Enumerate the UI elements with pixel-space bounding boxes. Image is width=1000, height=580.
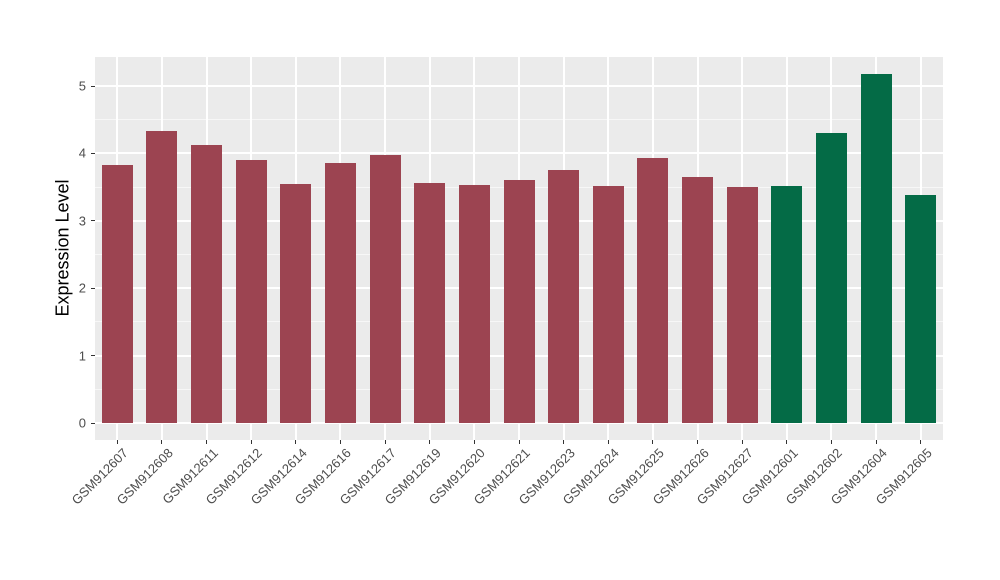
x-tick-mark — [518, 440, 520, 444]
bar — [146, 131, 178, 423]
bar — [548, 169, 580, 423]
y-axis-title: Expression Level — [52, 179, 73, 317]
x-tick-mark — [161, 440, 163, 444]
x-tick-mark — [206, 440, 208, 444]
bar — [771, 185, 803, 423]
x-tick-mark — [339, 440, 341, 444]
y-tick-mark — [91, 355, 95, 357]
bar — [592, 186, 624, 423]
bar — [280, 183, 312, 423]
x-tick-mark — [920, 440, 922, 444]
y-tick-label: 5 — [78, 78, 86, 94]
x-tick-mark — [875, 440, 877, 444]
bar — [414, 183, 446, 423]
y-tick-mark — [91, 220, 95, 222]
bar — [682, 176, 714, 423]
x-tick-mark — [786, 440, 788, 444]
x-tick-mark — [429, 440, 431, 444]
bar — [101, 164, 133, 423]
y-tick-label: 3 — [78, 213, 86, 229]
y-tick-label: 4 — [78, 145, 86, 161]
bar — [235, 160, 267, 423]
x-tick-mark — [563, 440, 565, 444]
x-tick-mark — [384, 440, 386, 444]
x-tick-mark — [473, 440, 475, 444]
bar — [815, 132, 847, 423]
x-tick-mark — [741, 440, 743, 444]
y-tick-label: 0 — [78, 415, 86, 431]
y-tick-label: 2 — [78, 280, 86, 296]
x-tick-mark — [116, 440, 118, 444]
y-tick-mark — [91, 152, 95, 154]
x-tick-mark — [607, 440, 609, 444]
plot-panel — [95, 57, 943, 440]
y-tick-label: 1 — [78, 348, 86, 364]
bar — [637, 158, 669, 423]
bar — [860, 73, 892, 423]
x-tick-mark — [697, 440, 699, 444]
bar — [905, 195, 937, 423]
bar — [324, 162, 356, 423]
y-tick-mark — [91, 422, 95, 424]
bar — [369, 154, 401, 423]
bar — [726, 187, 758, 423]
bar — [503, 180, 535, 423]
bar — [458, 185, 490, 423]
x-tick-mark — [295, 440, 297, 444]
bar — [191, 144, 223, 423]
x-tick-mark — [830, 440, 832, 444]
x-tick-mark — [250, 440, 252, 444]
y-tick-mark — [91, 287, 95, 289]
x-tick-mark — [652, 440, 654, 444]
y-tick-mark — [91, 85, 95, 87]
